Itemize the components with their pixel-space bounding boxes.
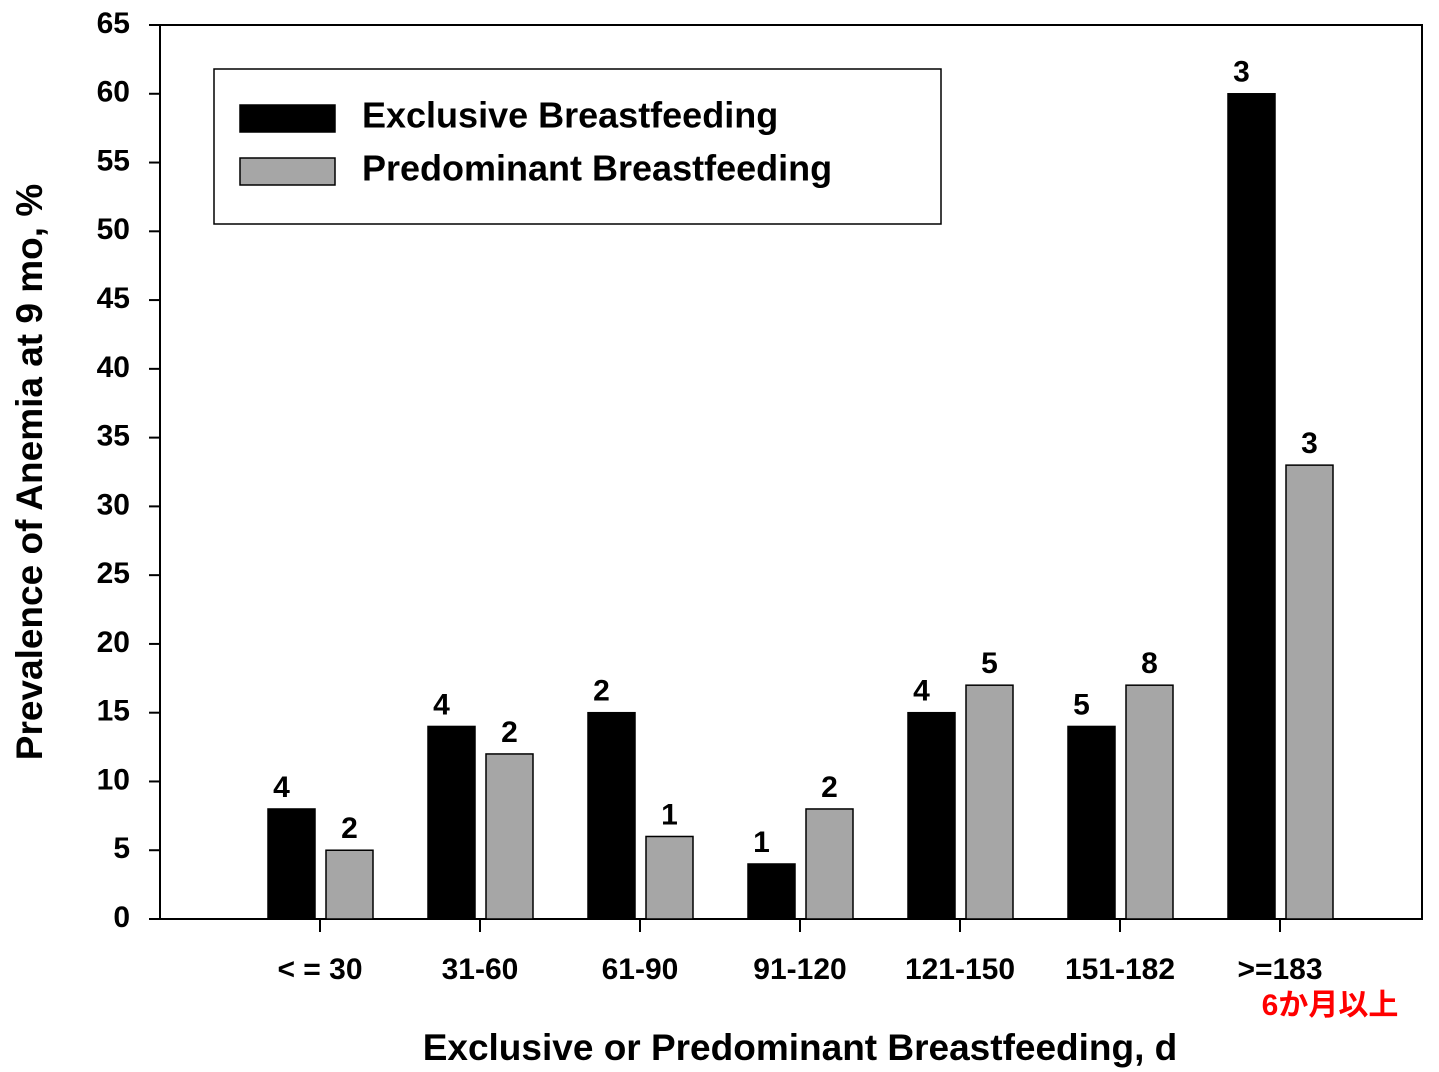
- y-tick-label: 10: [97, 763, 130, 796]
- bar: [907, 711, 956, 920]
- y-tick-label: 15: [97, 695, 130, 728]
- x-tick-label: 61-90: [602, 953, 679, 986]
- count-label: 4: [273, 771, 290, 804]
- x-tick-label: 31-60: [442, 953, 519, 986]
- y-tick-label: 60: [97, 76, 130, 109]
- x-tick-label: 151-182: [1065, 953, 1175, 986]
- x-axis-label: Exclusive or Predominant Breastfeeding, …: [423, 1027, 1178, 1068]
- y-tick-label: 45: [97, 282, 130, 315]
- bar: [1285, 464, 1334, 920]
- legend-swatch: [239, 104, 336, 133]
- bar: [325, 849, 374, 920]
- count-label: 2: [821, 771, 838, 804]
- bar: [1125, 684, 1174, 920]
- count-label: 3: [1233, 56, 1250, 89]
- count-label: 8: [1141, 647, 1158, 680]
- count-label: 5: [981, 647, 998, 680]
- bar: [427, 725, 476, 920]
- bar: [965, 684, 1014, 920]
- bar: [1067, 725, 1116, 920]
- bar: [267, 808, 316, 920]
- y-tick-label: 50: [97, 213, 130, 246]
- bar: [747, 863, 796, 920]
- bar: [587, 711, 636, 920]
- y-axis-label: Prevalence of Anemia at 9 mo, %: [9, 184, 50, 760]
- x-tick-label: 121-150: [905, 953, 1015, 986]
- count-label: 3: [1301, 427, 1318, 460]
- count-label: 2: [593, 675, 610, 708]
- y-tick-label: 25: [97, 557, 130, 590]
- y-tick-label: 40: [97, 351, 130, 384]
- x-tick-label: < = 30: [277, 953, 362, 986]
- bar: [1227, 93, 1276, 920]
- y-tick-label: 55: [97, 144, 130, 177]
- count-label: 4: [433, 688, 450, 721]
- count-label: 1: [753, 826, 770, 859]
- annotation: 6か月以上: [1262, 989, 1399, 1022]
- bar: [645, 835, 694, 920]
- y-tick-label: 35: [97, 420, 130, 453]
- x-tick-label: >=183: [1237, 953, 1322, 986]
- x-tick-label: 91-120: [753, 953, 846, 986]
- bar: [805, 808, 854, 920]
- count-label: 4: [913, 675, 930, 708]
- y-tick-label: 0: [113, 901, 130, 934]
- legend-swatch: [239, 157, 336, 186]
- y-tick-label: 20: [97, 626, 130, 659]
- y-tick-label: 5: [113, 832, 130, 865]
- count-label: 5: [1073, 688, 1090, 721]
- count-label: 1: [661, 798, 678, 831]
- legend-label: Predominant Breastfeeding: [362, 148, 832, 189]
- bar: [485, 753, 534, 920]
- y-tick-label: 30: [97, 488, 130, 521]
- legend-box: [213, 68, 942, 225]
- count-label: 2: [501, 716, 518, 749]
- legend-label: Exclusive Breastfeeding: [362, 95, 778, 136]
- y-tick-label: 65: [97, 7, 130, 40]
- count-label: 2: [341, 812, 358, 845]
